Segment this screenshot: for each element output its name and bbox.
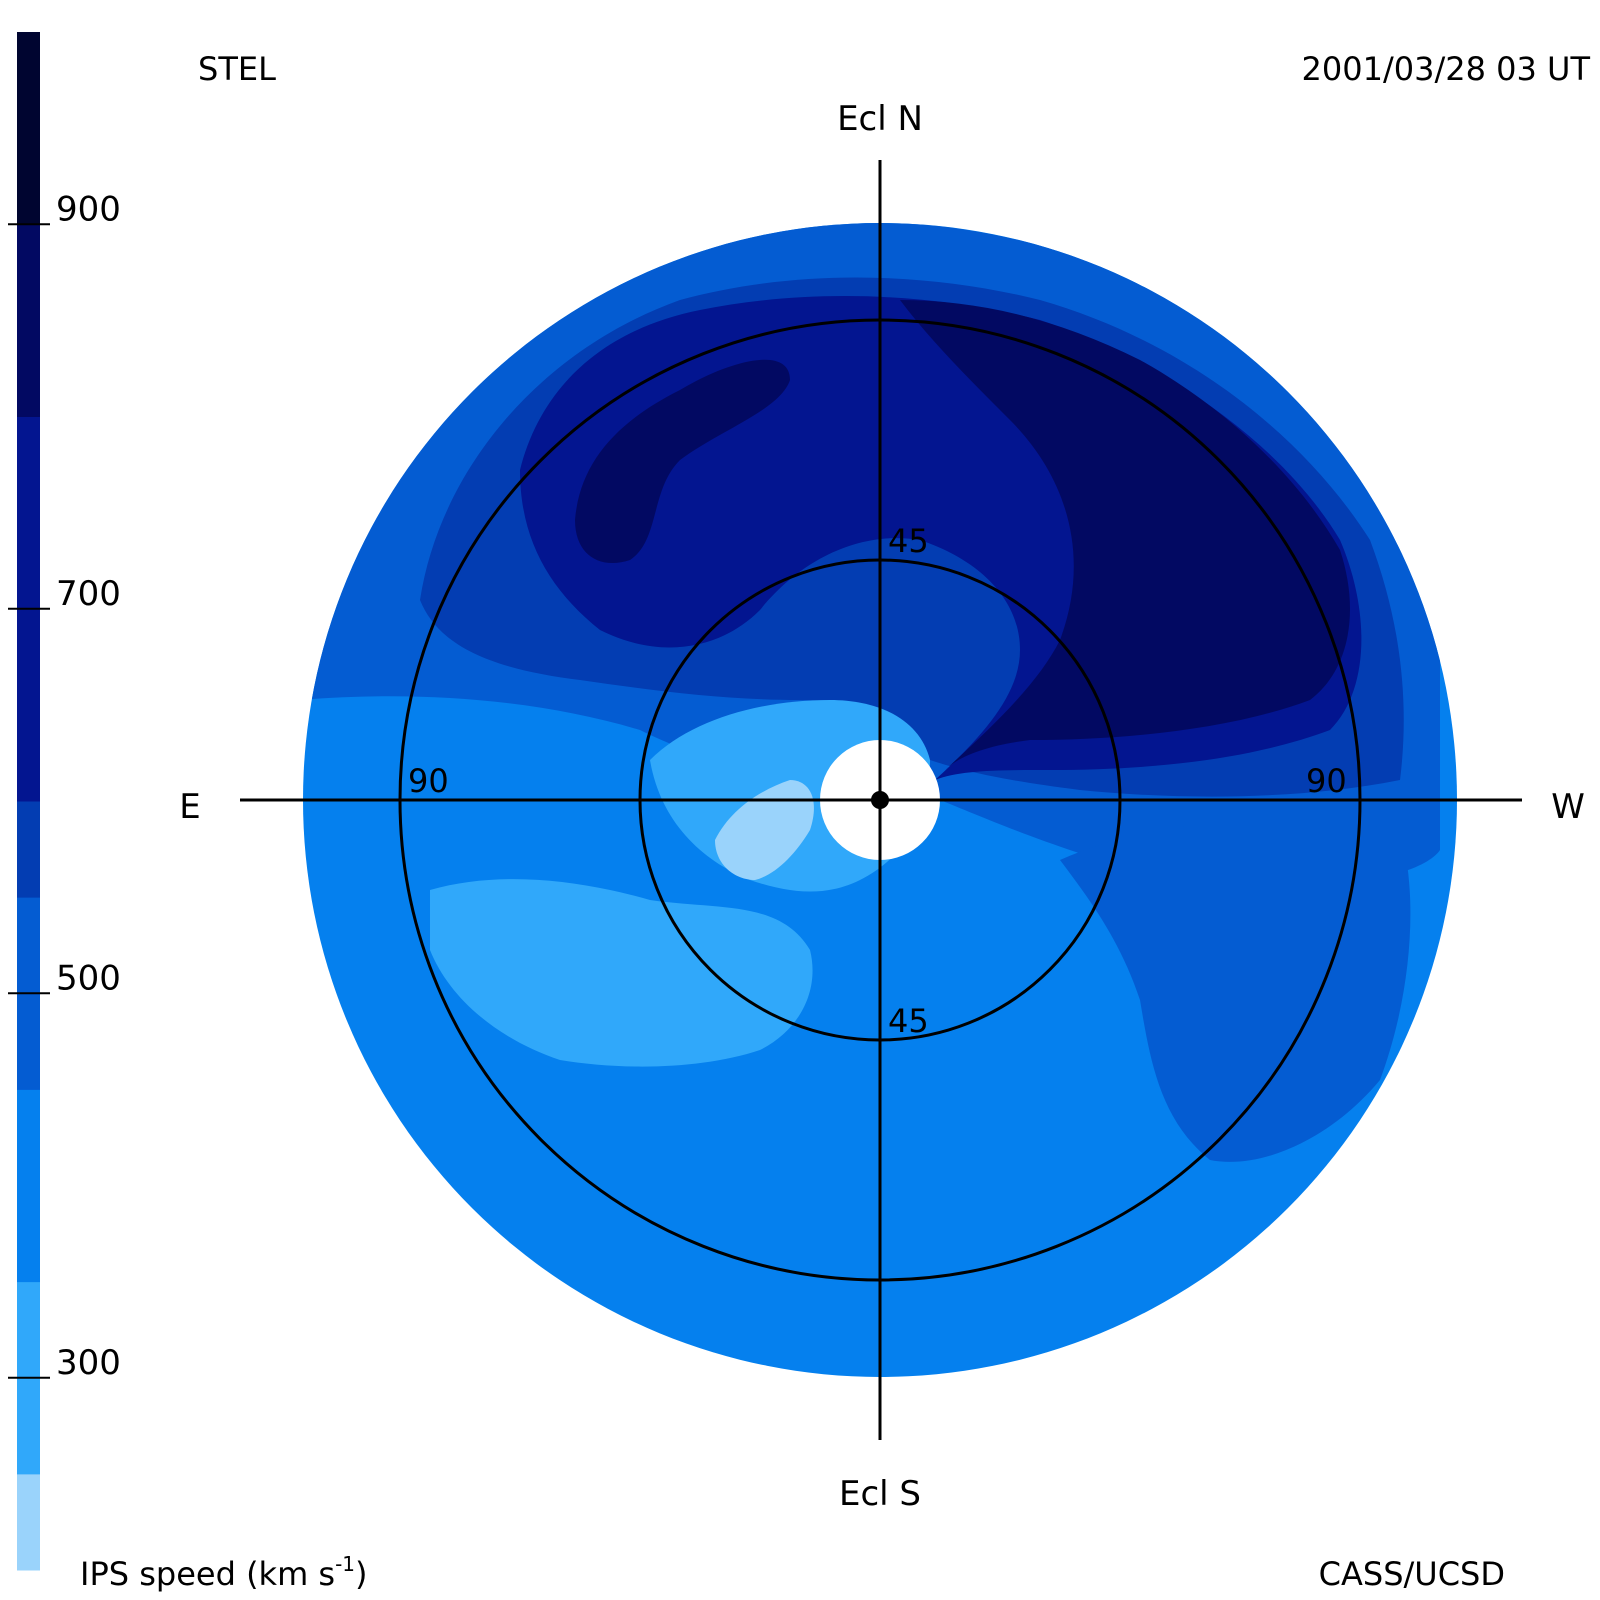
colorbar-level-0 <box>17 1473 40 1571</box>
timestamp-label: 2001/03/28 03 UT <box>1302 50 1591 88</box>
credit-label: CASS/UCSD <box>1319 1555 1505 1593</box>
colorbar-tick-label-900: 900 <box>56 189 121 229</box>
colorbar-ticks: 300 500 700 900 <box>8 189 121 1383</box>
speed-region-ne-core <box>900 300 1350 770</box>
colorbar-level-7 <box>17 32 40 225</box>
ring-label-45-north: 45 <box>888 522 929 560</box>
colorbar <box>17 32 40 1571</box>
ring-label-90-east: 90 <box>408 762 449 800</box>
speed-region-west-band <box>1060 820 1411 1162</box>
colorbar-title: IPS speed (km s-1) <box>80 1552 368 1593</box>
colorbar-level-4 <box>17 801 40 898</box>
colorbar-tick-label-500: 500 <box>56 958 121 998</box>
sun-center-dot <box>871 791 889 809</box>
speed-region-south-slow <box>430 879 813 1067</box>
speed-region-nw-core <box>575 359 790 564</box>
direction-north: Ecl N <box>837 99 923 139</box>
colorbar-tick-label-300: 300 <box>56 1343 121 1383</box>
ring-label-90-west: 90 <box>1306 762 1347 800</box>
direction-west: W <box>1551 787 1585 827</box>
speed-region-center-slowest <box>715 780 814 880</box>
colorbar-tick-label-700: 700 <box>56 574 121 614</box>
station-label: STEL <box>198 50 276 88</box>
ring-label-45-south: 45 <box>888 1002 929 1040</box>
colorbar-level-6 <box>17 224 40 417</box>
direction-east: E <box>179 787 200 827</box>
direction-south: Ecl S <box>839 1474 921 1514</box>
colorbar-level-2 <box>17 1089 40 1283</box>
